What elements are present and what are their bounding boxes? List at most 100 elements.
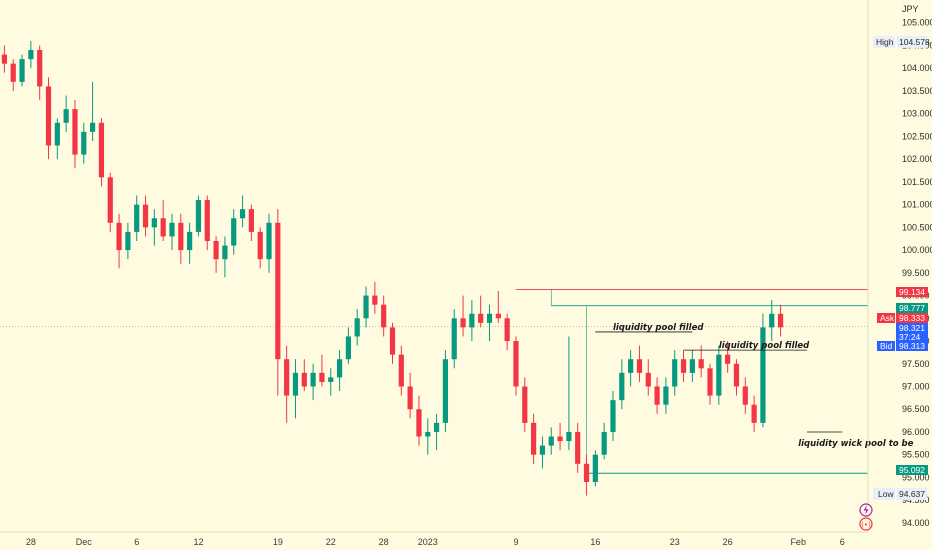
candle-body[interactable] bbox=[398, 354, 404, 387]
candle-body[interactable] bbox=[222, 245, 228, 260]
price-axis[interactable]: 105.000104.500104.000103.500103.000102.5… bbox=[902, 18, 932, 528]
candle-body[interactable] bbox=[610, 400, 616, 432]
candle-body[interactable] bbox=[63, 109, 69, 123]
candle-body[interactable] bbox=[742, 386, 748, 405]
annotation-text[interactable]: liquidity pool filled bbox=[719, 341, 810, 351]
candle-body[interactable] bbox=[90, 122, 96, 132]
candle-body[interactable] bbox=[381, 304, 387, 328]
candle-body[interactable] bbox=[583, 463, 590, 482]
candle-body[interactable] bbox=[336, 359, 343, 378]
candle-body[interactable] bbox=[301, 372, 307, 387]
candle-body[interactable] bbox=[592, 454, 598, 482]
candle-body[interactable] bbox=[504, 318, 510, 342]
candle-body[interactable] bbox=[98, 122, 105, 178]
candle-body[interactable] bbox=[204, 200, 210, 241]
candle-body[interactable] bbox=[169, 222, 175, 237]
lightning-icon[interactable] bbox=[859, 503, 873, 517]
candle-body[interactable] bbox=[416, 409, 422, 437]
candle-body[interactable] bbox=[151, 218, 157, 228]
candle-body[interactable] bbox=[248, 209, 254, 232]
candle-body[interactable] bbox=[142, 204, 149, 228]
candle-body[interactable] bbox=[407, 386, 413, 410]
candle-body[interactable] bbox=[478, 313, 484, 323]
candle-body[interactable] bbox=[72, 109, 78, 155]
candle-body[interactable] bbox=[45, 86, 52, 146]
candle-body[interactable] bbox=[654, 386, 660, 405]
candle-body[interactable] bbox=[486, 313, 493, 323]
candle-body[interactable] bbox=[107, 177, 113, 223]
candle-body[interactable] bbox=[522, 386, 528, 423]
candle-body[interactable] bbox=[213, 240, 219, 260]
candle-body[interactable] bbox=[187, 231, 193, 251]
candle-body[interactable] bbox=[725, 354, 731, 364]
candle-body[interactable] bbox=[10, 63, 16, 82]
candle-body[interactable] bbox=[81, 131, 87, 155]
candle-body[interactable] bbox=[513, 341, 519, 387]
candle-body[interactable] bbox=[619, 372, 625, 401]
candle-body[interactable] bbox=[442, 359, 449, 423]
candle-body[interactable] bbox=[433, 422, 440, 432]
candle-body[interactable] bbox=[28, 50, 34, 60]
candle-body[interactable] bbox=[680, 359, 687, 373]
candle-body[interactable] bbox=[134, 204, 140, 232]
annotation-text[interactable]: liquidity wick pool to be bbox=[798, 439, 913, 449]
candle-body[interactable] bbox=[19, 59, 25, 82]
candle-body[interactable] bbox=[275, 222, 281, 360]
candle-body[interactable] bbox=[389, 327, 396, 355]
x-tick-label: 19 bbox=[273, 537, 283, 547]
candle-body[interactable] bbox=[469, 313, 475, 328]
candle-body[interactable] bbox=[495, 313, 501, 319]
candle-body[interactable] bbox=[460, 318, 466, 328]
candle-body[interactable] bbox=[178, 222, 184, 251]
candle-body[interactable] bbox=[319, 372, 325, 382]
x-tick-label: 26 bbox=[723, 537, 733, 547]
candle-body[interactable] bbox=[310, 372, 316, 387]
annotation-text[interactable]: liquidity pool filled bbox=[613, 323, 704, 333]
candle-body[interactable] bbox=[751, 404, 757, 423]
candle-body[interactable] bbox=[284, 359, 290, 396]
candle-body[interactable] bbox=[716, 354, 722, 396]
candle-body[interactable] bbox=[292, 372, 299, 396]
candle-body[interactable] bbox=[645, 372, 651, 387]
candle-body[interactable] bbox=[372, 295, 378, 305]
candle-body[interactable] bbox=[1, 54, 8, 64]
candle-body[interactable] bbox=[777, 313, 784, 328]
candle-body[interactable] bbox=[363, 295, 369, 319]
y-tick-label: 104.000 bbox=[902, 63, 932, 73]
candle-body[interactable] bbox=[328, 377, 334, 382]
candle-body[interactable] bbox=[601, 431, 607, 455]
candle-body[interactable] bbox=[548, 436, 554, 446]
candle-body[interactable] bbox=[531, 422, 537, 455]
candle-body[interactable] bbox=[566, 431, 572, 442]
candle-body[interactable] bbox=[575, 431, 581, 464]
candle-body[interactable] bbox=[663, 386, 669, 405]
candle-body[interactable] bbox=[636, 359, 643, 373]
calendar-event-icon[interactable]: (•) bbox=[859, 517, 873, 531]
candle-body[interactable] bbox=[231, 218, 237, 246]
time-axis[interactable]: 28 Dec 6 12 19 22 28 2023 9 16 23 26 Feb 6 bbox=[26, 537, 845, 547]
candle-body[interactable] bbox=[451, 318, 457, 360]
candle-body[interactable] bbox=[125, 231, 131, 251]
candle-body[interactable] bbox=[195, 200, 202, 232]
candle-body[interactable] bbox=[425, 431, 431, 437]
candle-body[interactable] bbox=[733, 363, 740, 387]
candle-body[interactable] bbox=[116, 222, 122, 251]
candle-body[interactable] bbox=[689, 359, 695, 373]
candle-body[interactable] bbox=[760, 327, 766, 423]
candle-body[interactable] bbox=[672, 359, 678, 387]
candle-body[interactable] bbox=[160, 218, 166, 237]
candle-body[interactable] bbox=[266, 222, 272, 260]
candle-body[interactable] bbox=[239, 209, 246, 219]
candle-body[interactable] bbox=[698, 359, 704, 369]
candle-body[interactable] bbox=[707, 368, 713, 396]
candle-body[interactable] bbox=[769, 313, 775, 328]
candle-body[interactable] bbox=[557, 436, 563, 442]
candle-body[interactable] bbox=[257, 231, 263, 260]
candle-body[interactable] bbox=[345, 336, 351, 360]
candle-body[interactable] bbox=[628, 359, 634, 373]
candle-body[interactable] bbox=[354, 318, 360, 337]
candle-body[interactable] bbox=[539, 445, 546, 455]
price-tag-flag-label: Bid bbox=[880, 341, 893, 351]
candle-body[interactable] bbox=[54, 122, 60, 146]
candle-body[interactable] bbox=[37, 50, 43, 87]
